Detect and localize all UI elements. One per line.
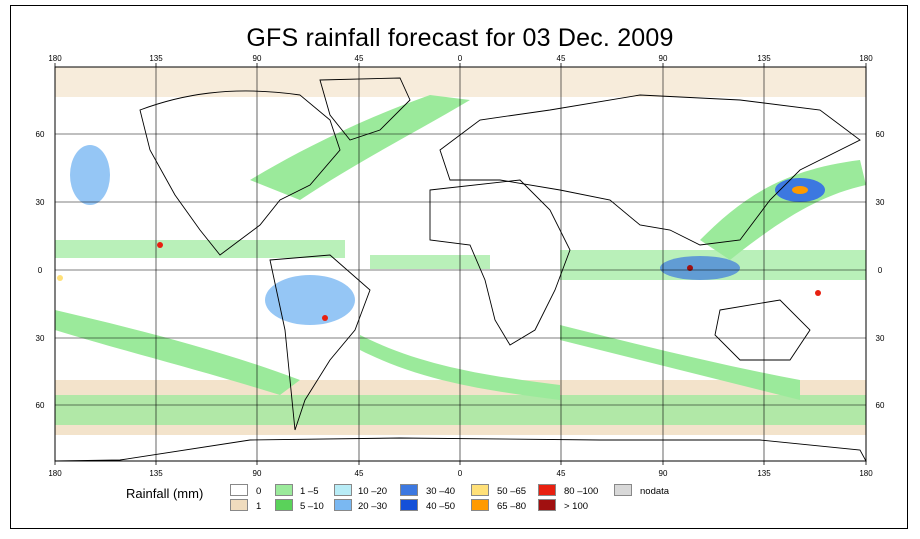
legend-label-7: 40 –50	[426, 501, 456, 512]
heavy-cell-5	[57, 275, 63, 281]
lon-label-bot-9: 180	[859, 469, 873, 478]
lon-label-top-6: 45	[557, 54, 566, 63]
itcz-pacific	[55, 240, 345, 258]
greenland-outline	[319, 77, 411, 141]
lon-label-top-9: 180	[859, 54, 873, 63]
amazon-rain	[265, 275, 355, 325]
legend-label-5: 20 –30	[358, 501, 388, 512]
lat-label-left-60s: 60	[36, 401, 45, 410]
north-atlantic-storm	[250, 95, 470, 200]
heavy-cell-2	[687, 265, 693, 271]
japan-core	[792, 186, 808, 194]
rainfall-field	[55, 67, 866, 435]
legend-label-11: > 100	[564, 501, 589, 512]
lon-label-top-2: 135	[149, 54, 163, 63]
legend-title: Rainfall (mm)	[126, 486, 204, 501]
lon-label-top-5: 0	[458, 54, 463, 63]
lat-label-right-30n: 30	[876, 198, 885, 207]
legend-label-2: 1 –5	[300, 486, 319, 497]
lon-label-bot-4: 45	[355, 469, 364, 478]
lat-label-right-60n: 60	[876, 130, 885, 139]
southern-ocean-green	[55, 395, 866, 425]
lat-label-left-30s: 30	[36, 334, 45, 343]
legend-label-0: 0	[256, 486, 262, 497]
north-pacific-storm	[700, 160, 866, 260]
tick-marks	[54, 63, 867, 465]
legend-label-1: 1	[256, 501, 262, 512]
heavy-cell-3	[815, 290, 821, 296]
legend-label-10: 80 –100	[564, 486, 599, 497]
lon-label-top-8: 135	[757, 54, 771, 63]
lon-label-bot-8: 135	[757, 469, 771, 478]
legend-swatch-1	[230, 499, 248, 511]
lon-label-bot-3: 90	[253, 469, 262, 478]
lat-label-right-30s: 30	[876, 334, 885, 343]
legend-swatch-8	[471, 484, 489, 496]
lat-labels-left: 60 30 0 30 60	[36, 130, 45, 410]
legend-label-12: nodata	[640, 486, 670, 497]
heavy-cell-4	[322, 315, 328, 321]
lon-label-top-7: 90	[659, 54, 668, 63]
lon-label-bot-1: 180	[48, 469, 62, 478]
lon-labels-bottom: 180 135 90 45 0 45 90 135 180	[48, 469, 873, 478]
maritime-continent-rain	[660, 256, 740, 280]
lat-label-left-60n: 60	[36, 130, 45, 139]
legend-swatch-12	[614, 484, 632, 496]
south-atlantic-band	[360, 335, 560, 400]
legend-swatch-6	[400, 484, 418, 496]
lon-labels-top: 180 135 90 45 0 45 90 135 180	[48, 54, 873, 63]
australia-outline	[714, 299, 811, 361]
legend-label-6: 30 –40	[426, 486, 456, 497]
figure-frame	[10, 5, 908, 529]
legend-label-9: 65 –80	[497, 501, 527, 512]
eurasia-outline	[439, 94, 861, 246]
legend-swatch-3	[275, 499, 293, 511]
lat-label-left-0: 0	[38, 266, 43, 275]
legend-label-8: 50 –65	[497, 486, 527, 497]
lon-label-top-1: 180	[48, 54, 62, 63]
lat-label-right-60s: 60	[876, 401, 885, 410]
lat-labels-right: 60 30 0 30 60	[876, 130, 885, 410]
africa-outline	[429, 179, 571, 346]
legend-swatch-7	[400, 499, 418, 511]
east-pacific-blob	[70, 145, 110, 205]
south-america-outline	[269, 254, 371, 431]
legend-swatch-5	[334, 499, 352, 511]
lat-label-left-30n: 30	[36, 198, 45, 207]
legend-swatch-11	[538, 499, 556, 511]
legend-swatch-0	[230, 484, 248, 496]
legend-label-3: 5 –10	[300, 501, 324, 512]
lon-label-bot-6: 45	[557, 469, 566, 478]
lon-label-top-3: 90	[253, 54, 262, 63]
lat-label-right-0: 0	[878, 266, 883, 275]
map-title: GFS rainfall forecast for 03 Dec. 2009	[246, 24, 674, 52]
legend-swatch-2	[275, 484, 293, 496]
graticule	[55, 67, 866, 461]
legend-swatch-9	[471, 499, 489, 511]
south-indian-band	[560, 325, 800, 400]
lon-label-bot-2: 135	[149, 469, 163, 478]
legend-label-4: 10 –20	[358, 486, 388, 497]
lon-label-bot-7: 90	[659, 469, 668, 478]
heavy-cell-1	[157, 242, 163, 248]
north-america-outline	[139, 90, 341, 256]
legend-swatch-10	[538, 484, 556, 496]
lon-label-top-4: 45	[355, 54, 364, 63]
lon-label-bot-5: 0	[458, 469, 463, 478]
map-border	[54, 66, 867, 462]
legend-swatch-4	[334, 484, 352, 496]
south-pacific-band	[55, 310, 300, 395]
arctic-light-band	[55, 67, 866, 97]
